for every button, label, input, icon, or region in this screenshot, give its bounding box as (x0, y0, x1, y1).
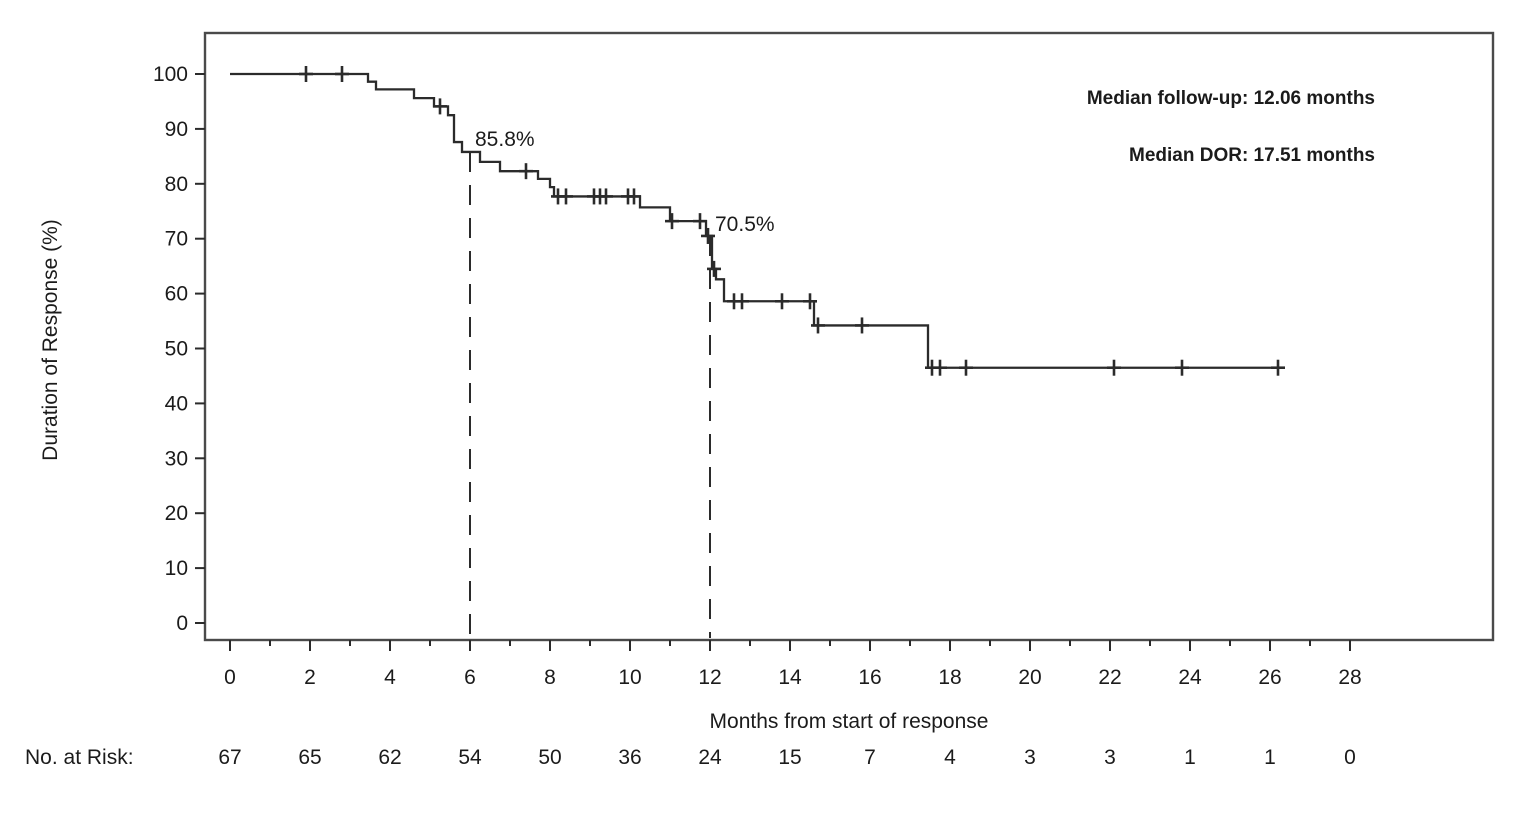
y-tick-label: 80 (165, 173, 188, 196)
y-tick-label: 50 (165, 338, 188, 361)
y-tick-label: 70 (165, 228, 188, 251)
y-tick-label: 30 (165, 447, 188, 470)
censor-mark (559, 188, 573, 205)
x-tick-label: 26 (1258, 666, 1281, 689)
censor-mark (433, 98, 447, 115)
at-risk-count: 1 (1184, 746, 1196, 769)
y-tick-label: 100 (153, 63, 188, 86)
censor-mark (519, 163, 533, 180)
censor-mark (299, 66, 313, 82)
y-tick-label: 10 (165, 557, 188, 580)
at-risk-count: 67 (218, 746, 241, 769)
censor-mark (1271, 359, 1285, 376)
x-tick-label: 2 (304, 666, 316, 689)
censor-mark (811, 317, 825, 334)
censor-marks-layer (299, 66, 1285, 376)
x-tick-label: 20 (1018, 666, 1041, 689)
x-tick-label: 14 (778, 666, 802, 689)
x-tick-label: 10 (618, 666, 641, 689)
at-risk-count: 4 (944, 746, 956, 769)
y-tick-label: 60 (165, 283, 188, 306)
annotation-median-dor: Median DOR: 17.51 months (1129, 145, 1375, 166)
at-risk-count: 7 (864, 746, 876, 769)
censor-mark (335, 66, 349, 82)
censor-mark (701, 227, 715, 244)
at-risk-count: 65 (298, 746, 321, 769)
x-tick-label: 6 (464, 666, 476, 689)
y-tick-label: 0 (176, 612, 188, 635)
at-risk-count: 3 (1104, 746, 1116, 769)
at-risk-count: 24 (698, 746, 722, 769)
at-risk-counts-layer: 67 65 62 54 50 36 24 15 7 4 3 3 1 1 0 (218, 746, 1356, 769)
axis-ticks-layer: 0 2 4 6 8 10 12 14 16 18 20 22 24 26 28010203040506070… (153, 63, 1362, 689)
censor-mark (599, 188, 613, 205)
censor-mark (707, 260, 721, 277)
at-risk-count: 15 (778, 746, 801, 769)
x-tick-label: 8 (544, 666, 556, 689)
at-risk-count: 0 (1344, 746, 1356, 769)
km-step-curve (230, 72, 1284, 369)
censor-mark (693, 213, 707, 230)
y-tick-label: 40 (165, 392, 188, 415)
y-tick-label: 20 (165, 502, 188, 525)
x-tick-label: 12 (698, 666, 721, 689)
x-tick-label: 22 (1098, 666, 1121, 689)
censor-mark (933, 359, 947, 376)
at-risk-count: 50 (538, 746, 561, 769)
at-risk-count: 54 (458, 746, 482, 769)
censor-mark (1175, 359, 1189, 376)
landmark-label-12mo: 70.5% (715, 213, 775, 236)
annotation-median-followup: Median follow-up: 12.06 months (1087, 88, 1375, 109)
at-risk-count: 36 (618, 746, 641, 769)
x-tick-label: 0 (224, 666, 236, 689)
plot-frame-layer (203, 31, 1495, 642)
x-axis-title: Months from start of response (710, 710, 989, 733)
censor-mark (627, 188, 641, 205)
at-risk-count: 1 (1264, 746, 1276, 769)
censor-mark (735, 293, 749, 310)
x-tick-label: 18 (938, 666, 961, 689)
km-curve-layer (230, 72, 1284, 369)
plot-frame (203, 31, 1495, 642)
x-tick-label: 24 (1178, 666, 1202, 689)
reference-lines-layer (469, 151, 711, 638)
censor-mark (775, 293, 789, 310)
censor-mark (855, 317, 869, 334)
landmark-label-6mo: 85.8% (475, 128, 535, 151)
censor-mark (959, 359, 973, 376)
y-axis-title: Duration of Response (%) (39, 219, 62, 461)
x-tick-label: 4 (384, 666, 396, 689)
censor-mark (1107, 359, 1121, 376)
at-risk-label: No. at Risk: (25, 746, 134, 769)
at-risk-count: 3 (1024, 746, 1036, 769)
censor-mark (803, 293, 817, 310)
at-risk-count: 62 (378, 746, 401, 769)
censor-mark (665, 213, 679, 230)
x-tick-label: 16 (858, 666, 881, 689)
y-tick-label: 90 (165, 118, 188, 141)
x-tick-label: 28 (1338, 666, 1361, 689)
